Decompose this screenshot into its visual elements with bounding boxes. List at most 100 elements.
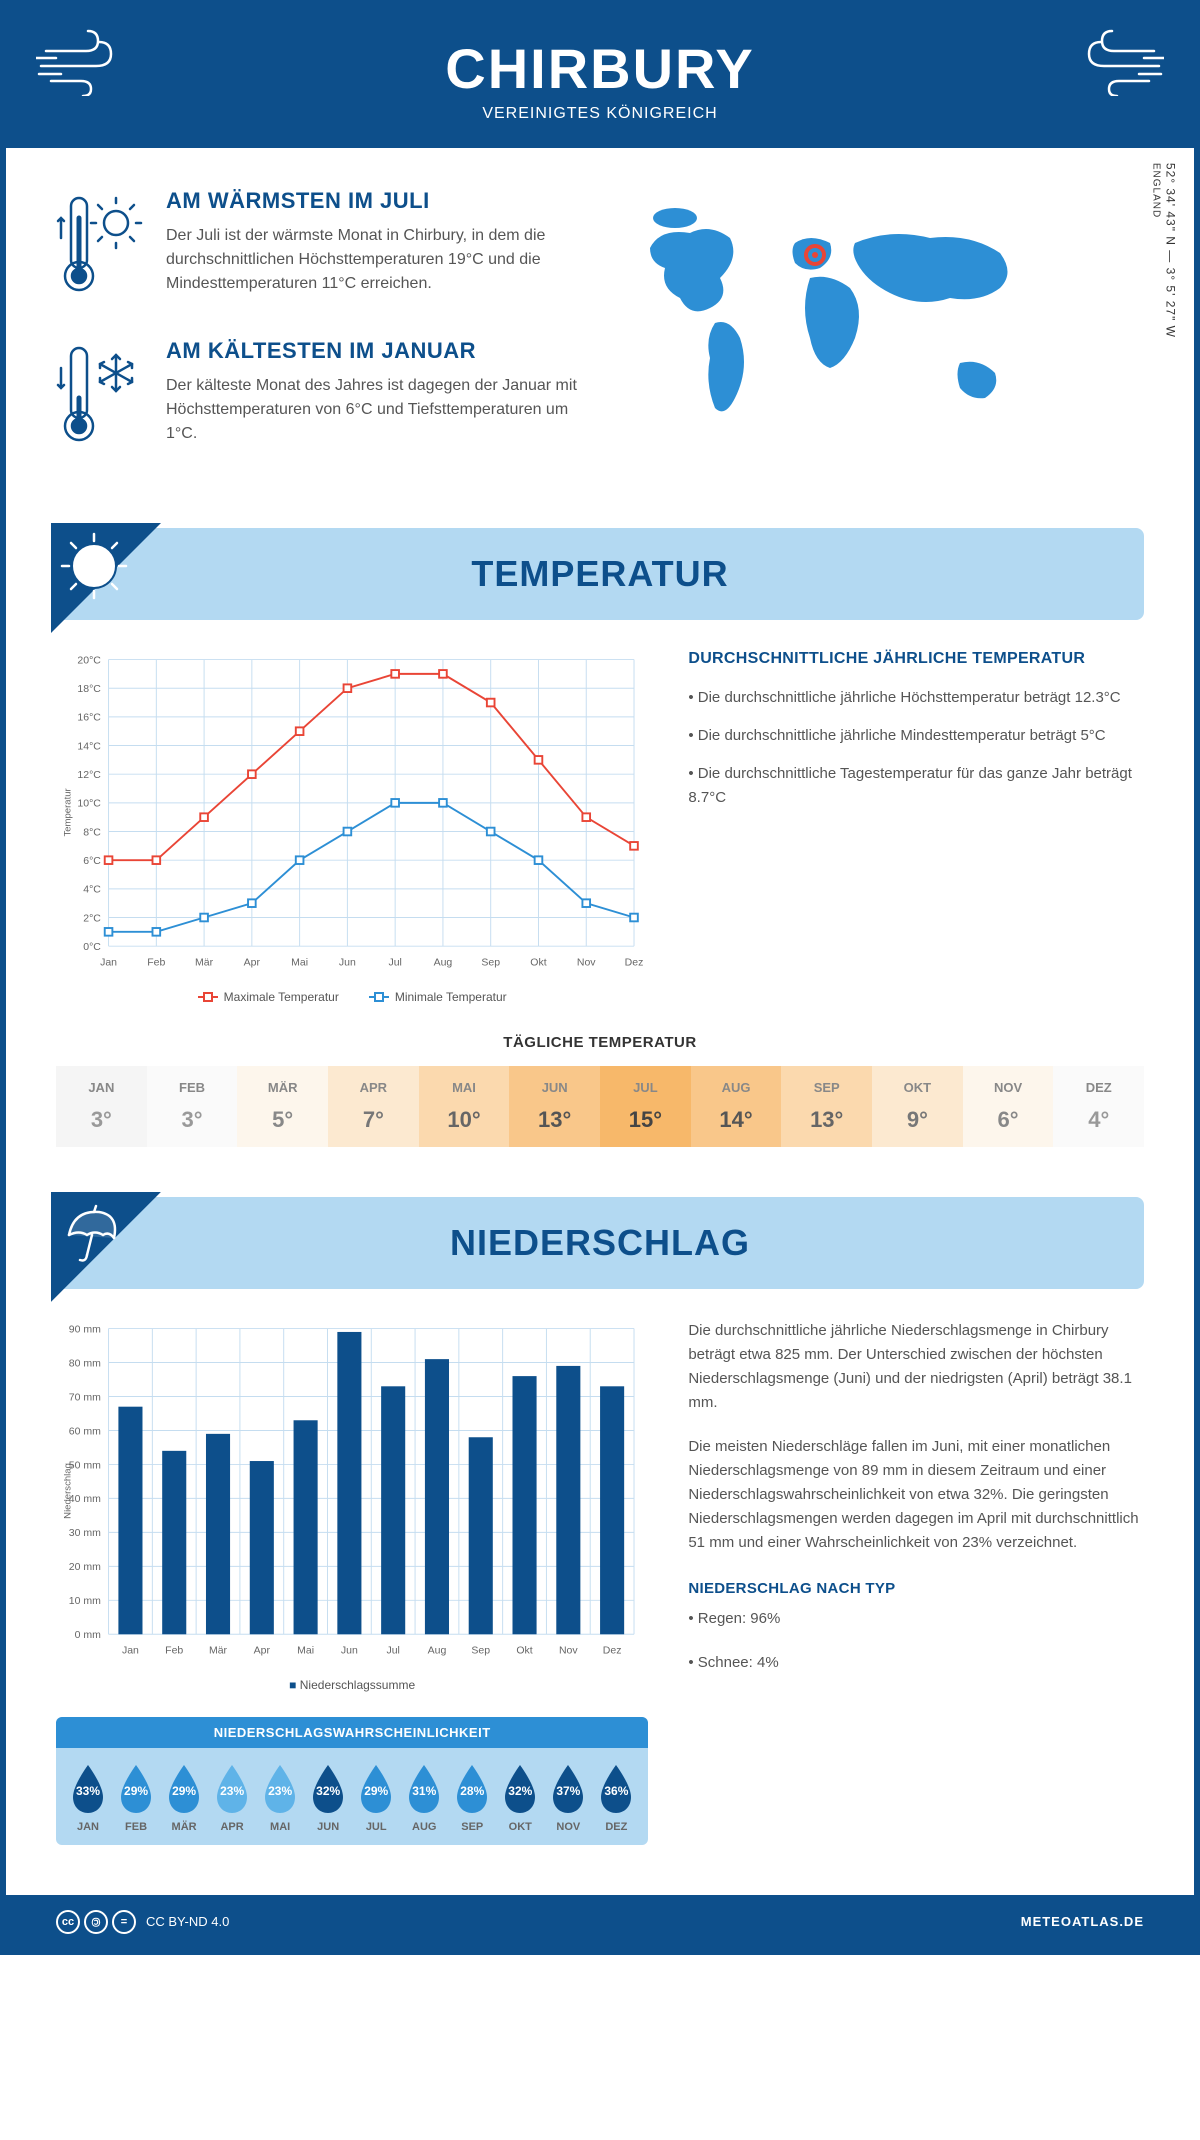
fact-warmest: AM WÄRMSTEN IM JULI Der Juli ist der wär… [56, 188, 580, 303]
fact-title: AM KÄLTESTEN IM JANUAR [166, 338, 580, 364]
svg-text:40 mm: 40 mm [69, 1493, 101, 1505]
svg-text:Jun: Jun [339, 956, 356, 968]
svg-text:Okt: Okt [516, 1644, 532, 1656]
fact-coldest: AM KÄLTESTEN IM JANUAR Der kälteste Mona… [56, 338, 580, 453]
wind-icon [1074, 26, 1164, 101]
info-paragraph: Die durchschnittliche jährliche Niedersc… [688, 1319, 1144, 1415]
info-paragraph: Die meisten Niederschläge fallen im Juni… [688, 1435, 1144, 1555]
svg-text:Mär: Mär [209, 1644, 228, 1656]
probability-item: 31%AUG [400, 1763, 448, 1833]
site-name: METEOATLAS.DE [1021, 1914, 1144, 1929]
daily-temp-cell: APR7° [328, 1066, 419, 1147]
temperature-info: DURCHSCHNITTLICHE JÄHRLICHE TEMPERATUR •… [688, 650, 1144, 1004]
thermometer-sun-icon [56, 188, 146, 303]
page-title: CHIRBURY [26, 36, 1174, 101]
cc-icons: cc🄯= [56, 1910, 136, 1934]
svg-text:Aug: Aug [434, 956, 453, 968]
svg-text:Mär: Mär [195, 956, 214, 968]
content: AM WÄRMSTEN IM JULI Der Juli ist der wär… [6, 148, 1194, 1895]
info-bullet: • Schnee: 4% [688, 1651, 1144, 1675]
probability-item: 28%SEP [448, 1763, 496, 1833]
daily-temp-title: TÄGLICHE TEMPERATUR [56, 1034, 1144, 1051]
fact-description: Der Juli ist der wärmste Monat in Chirbu… [166, 224, 580, 296]
infographic-page: CHIRBURY VEREINIGTES KÖNIGREICH AM WÄRMS… [0, 0, 1200, 1955]
svg-text:20°C: 20°C [77, 654, 101, 666]
svg-text:Jul: Jul [386, 1644, 399, 1656]
info-bullet: • Die durchschnittliche jährliche Mindes… [688, 724, 1144, 748]
probability-item: 32%OKT [496, 1763, 544, 1833]
probability-item: 29%JUL [352, 1763, 400, 1833]
daily-temp-table: JAN3°FEB3°MÄR5°APR7°MAI10°JUN13°JUL15°AU… [56, 1066, 1144, 1147]
probability-item: 36%DEZ [592, 1763, 640, 1833]
svg-text:10 mm: 10 mm [69, 1595, 101, 1607]
precipitation-chart: 0 mm10 mm20 mm30 mm40 mm50 mm60 mm70 mm8… [56, 1319, 648, 1692]
probability-item: 33%JAN [64, 1763, 112, 1833]
intro-section: AM WÄRMSTEN IM JULI Der Juli ist der wär… [56, 188, 1144, 488]
daily-temp-cell: AUG14° [691, 1066, 782, 1147]
section-header-temperature: TEMPERATUR [56, 528, 1144, 620]
svg-text:Aug: Aug [428, 1644, 447, 1656]
coordinates: 52° 34' 43" N — 3° 5' 27" W ENGLAND [1151, 163, 1178, 338]
svg-text:90 mm: 90 mm [69, 1323, 101, 1335]
svg-text:Dez: Dez [603, 1644, 622, 1656]
svg-text:50 mm: 50 mm [69, 1459, 101, 1471]
fact-title: AM WÄRMSTEN IM JULI [166, 188, 580, 214]
svg-text:Apr: Apr [254, 1644, 271, 1656]
world-map-container: 52° 34' 43" N — 3° 5' 27" W ENGLAND [620, 188, 1144, 488]
svg-text:30 mm: 30 mm [69, 1527, 101, 1539]
probability-title: NIEDERSCHLAGSWAHRSCHEINLICHKEIT [56, 1717, 648, 1748]
svg-text:Feb: Feb [147, 956, 165, 968]
svg-text:Jul: Jul [388, 956, 401, 968]
svg-text:20 mm: 20 mm [69, 1561, 101, 1573]
svg-text:Dez: Dez [625, 956, 644, 968]
info-bullet: • Regen: 96% [688, 1607, 1144, 1631]
sun-icon [51, 523, 161, 633]
svg-text:Feb: Feb [165, 1644, 183, 1656]
probability-item: 32%JUN [304, 1763, 352, 1833]
svg-text:Jan: Jan [100, 956, 117, 968]
info-bullet: • Die durchschnittliche jährliche Höchst… [688, 686, 1144, 710]
section-title: NIEDERSCHLAG [76, 1222, 1124, 1264]
svg-text:60 mm: 60 mm [69, 1425, 101, 1437]
precipitation-info: Die durchschnittliche jährliche Niedersc… [688, 1319, 1144, 1845]
section-title: TEMPERATUR [76, 553, 1124, 595]
daily-temp-cell: MÄR5° [237, 1066, 328, 1147]
svg-text:4°C: 4°C [83, 884, 101, 896]
svg-text:Nov: Nov [559, 1644, 578, 1656]
info-bullet: • Die durchschnittliche Tagestemperatur … [688, 762, 1144, 810]
daily-temp-cell: JAN3° [56, 1066, 147, 1147]
svg-text:0°C: 0°C [83, 941, 101, 953]
svg-text:Sep: Sep [481, 956, 500, 968]
probability-item: 23%MAI [256, 1763, 304, 1833]
daily-temp-cell: DEZ4° [1053, 1066, 1144, 1147]
svg-text:Jun: Jun [341, 1644, 358, 1656]
svg-text:18°C: 18°C [77, 683, 101, 695]
svg-text:10°C: 10°C [77, 798, 101, 810]
probability-item: 29%FEB [112, 1763, 160, 1833]
svg-text:70 mm: 70 mm [69, 1391, 101, 1403]
daily-temp-cell: MAI10° [419, 1066, 510, 1147]
svg-text:16°C: 16°C [77, 712, 101, 724]
daily-temp-cell: NOV6° [963, 1066, 1054, 1147]
probability-item: 29%MÄR [160, 1763, 208, 1833]
probability-box: NIEDERSCHLAGSWAHRSCHEINLICHKEIT 33%JAN29… [56, 1717, 648, 1845]
daily-temp-cell: OKT9° [872, 1066, 963, 1147]
svg-text:14°C: 14°C [77, 740, 101, 752]
chart-legend: .legend-item:nth-child(1) .legend-swatch… [56, 990, 648, 1004]
info-title: NIEDERSCHLAG NACH TYP [688, 1580, 1144, 1597]
daily-temp-cell: JUN13° [509, 1066, 600, 1147]
svg-text:80 mm: 80 mm [69, 1357, 101, 1369]
svg-text:Apr: Apr [244, 956, 261, 968]
fact-description: Der kälteste Monat des Jahres ist dagege… [166, 374, 580, 446]
temperature-chart: 0°C2°C4°C6°C8°C10°C12°C14°C16°C18°C20°CJ… [56, 650, 648, 1004]
svg-text:Nov: Nov [577, 956, 596, 968]
svg-text:Mai: Mai [297, 1644, 314, 1656]
probability-item: 23%APR [208, 1763, 256, 1833]
header: CHIRBURY VEREINIGTES KÖNIGREICH [6, 6, 1194, 148]
world-map [620, 188, 1040, 448]
footer: cc🄯= CC BY-ND 4.0 METEOATLAS.DE [6, 1895, 1194, 1949]
svg-text:Jan: Jan [122, 1644, 139, 1656]
svg-text:Niederschlag: Niederschlag [62, 1463, 73, 1519]
probability-item: 37%NOV [544, 1763, 592, 1833]
page-subtitle: VEREINIGTES KÖNIGREICH [26, 105, 1174, 123]
